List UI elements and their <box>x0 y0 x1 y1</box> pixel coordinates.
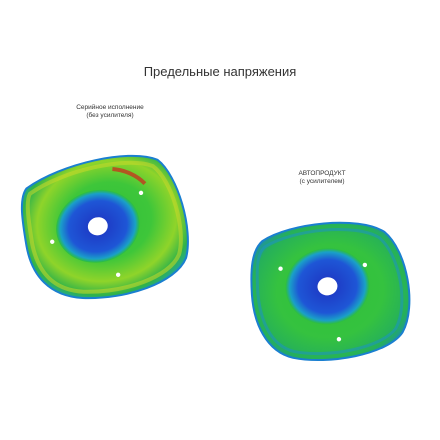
left-part-stress-plot <box>20 154 189 300</box>
left-center-hole <box>87 217 108 236</box>
left-outer-rim <box>25 160 183 294</box>
right-mount-hole-2 <box>362 262 368 268</box>
left-peak-zone <box>112 167 147 186</box>
right-part-caption: АВТОПРОДУКТ (с усилителем) <box>262 170 382 186</box>
left-part-label: Серийное исполнение <box>76 104 144 111</box>
right-part-label: АВТОПРОДУКТ <box>298 170 346 177</box>
left-mount-hole-2 <box>115 272 121 277</box>
left-mount-hole-1 <box>138 190 144 196</box>
right-outer-rim <box>255 228 404 356</box>
left-part-caption: Серийное исполнение (без усилителя) <box>40 104 180 120</box>
left-mount-hole-3 <box>50 239 55 244</box>
left-part-sublabel: (без усилителя) <box>86 112 134 119</box>
right-part-sublabel: (с усилителем) <box>299 178 345 185</box>
right-part-stress-plot <box>250 221 411 361</box>
right-mount-hole-3 <box>336 337 342 342</box>
diagram-title: Предельные напряжения <box>143 64 297 79</box>
right-mount-hole-1 <box>278 266 283 271</box>
right-center-hole <box>317 277 338 296</box>
